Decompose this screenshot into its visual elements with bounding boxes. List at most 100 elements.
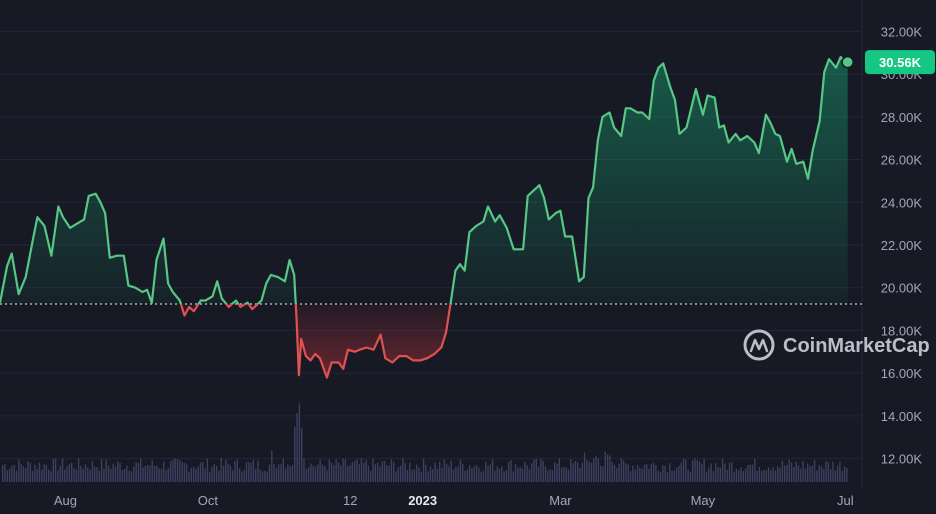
volume-bar: [305, 468, 307, 482]
volume-bar: [689, 471, 692, 482]
volume-bar: [358, 464, 360, 482]
volume-bar: [804, 468, 807, 482]
volume-bar: [774, 470, 777, 482]
volume-bar: [675, 467, 678, 482]
volume-bar: [583, 452, 586, 482]
volume-bar: [89, 469, 91, 482]
volume-bar: [537, 466, 540, 482]
volume-bar: [328, 459, 330, 482]
volume-bar: [317, 464, 319, 482]
volume-bar: [765, 469, 767, 482]
volume-bar: [289, 465, 291, 482]
volume-bar: [643, 464, 646, 482]
volume-bar: [287, 464, 289, 482]
volume-bar: [528, 468, 531, 482]
volume-bar: [213, 463, 215, 482]
volume-bar: [190, 467, 192, 482]
y-tick-label: 28.00K: [881, 110, 923, 125]
volume-bar: [482, 471, 485, 482]
volume-bar: [135, 462, 137, 482]
volume-bar: [572, 463, 574, 482]
volume-bar: [554, 461, 556, 482]
volume-bar: [211, 466, 213, 482]
volume-bar: [471, 468, 473, 482]
volume-bar: [567, 469, 570, 482]
volume-bar: [671, 470, 673, 482]
volume-bar: [20, 463, 22, 482]
x-tick-label: 2023: [408, 493, 437, 508]
volume-bar: [169, 461, 172, 482]
volume-bar: [144, 465, 146, 482]
volume-bar: [107, 465, 110, 482]
volume-bar: [68, 464, 71, 482]
volume-bar: [321, 464, 324, 482]
volume-bar: [551, 470, 554, 482]
volume-bar: [365, 460, 367, 482]
volume-bar: [678, 465, 680, 482]
volume-bar: [623, 460, 625, 482]
volume-bar: [485, 461, 487, 482]
volume-bar: [238, 468, 241, 482]
volume-bar: [307, 467, 310, 482]
volume-bar: [772, 467, 774, 482]
volume-bar: [245, 462, 248, 482]
volume-bar: [172, 459, 174, 482]
volume-bar: [439, 461, 441, 482]
volume-bar: [195, 468, 197, 482]
volume-bar: [77, 458, 80, 482]
volume-bar: [294, 426, 296, 482]
volume-bar: [386, 464, 388, 482]
volume-bar: [363, 463, 365, 482]
volume-bar: [6, 470, 8, 482]
volume-bar: [103, 468, 105, 482]
volume-bar: [682, 458, 685, 482]
volume-bar: [312, 465, 314, 482]
volume-bar: [728, 462, 731, 482]
volume-bar: [422, 458, 425, 482]
volume-bar: [790, 462, 793, 482]
volume-bar: [158, 468, 160, 482]
volume-bar: [59, 465, 61, 482]
volume-bar: [544, 466, 547, 482]
volume-bar: [763, 469, 765, 482]
volume-bar: [52, 458, 54, 482]
volume-bar: [501, 466, 503, 482]
volume-bar: [379, 466, 381, 482]
volume-bar: [521, 468, 524, 482]
price-area-below-baseline: [0, 303, 848, 378]
volume-bar: [156, 465, 158, 482]
volume-bar: [830, 469, 832, 482]
volume-bar: [133, 466, 135, 482]
y-tick-label: 26.00K: [881, 153, 923, 168]
volume-bar: [735, 468, 738, 482]
volume-bar: [80, 465, 82, 482]
volume-bar: [786, 464, 788, 482]
volume-bar: [770, 470, 772, 482]
volume-bar: [232, 470, 234, 482]
volume-bar: [445, 463, 448, 482]
volume-bar: [648, 468, 650, 482]
volume-bar: [639, 467, 641, 482]
volume-bar: [788, 459, 790, 482]
last-price-tag[interactable]: 30.56K: [841, 50, 935, 75]
volume-bar: [326, 470, 328, 482]
gridlines: [0, 0, 863, 488]
volume-bar: [372, 458, 374, 482]
volume-bar: [657, 470, 659, 482]
volume-bar: [719, 467, 721, 482]
volume-bar: [560, 468, 563, 482]
volume-bar: [27, 461, 29, 482]
volume-bar: [146, 465, 149, 482]
volume-bar: [413, 469, 416, 482]
volume-bar: [517, 468, 519, 482]
volume-bar: [64, 469, 66, 482]
volume-bar: [604, 451, 606, 482]
volume-bar: [29, 462, 31, 482]
volume-bar: [234, 460, 236, 482]
price-line-below-baseline: [179, 303, 452, 379]
volume-bar: [703, 459, 705, 482]
volume-bar: [34, 465, 36, 482]
volume-bar: [669, 463, 671, 482]
volume-bar: [374, 464, 376, 482]
